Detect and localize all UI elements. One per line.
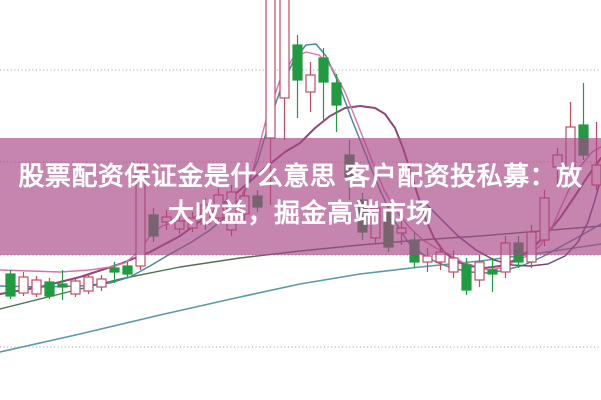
headline-line-1: 股票配资保证金是什么意思 客户配资投私募：放: [18, 161, 583, 191]
headline: 股票配资保证金是什么意思 客户配资投私募：放 大收益，掘金高端市场: [0, 158, 601, 232]
headline-overlay-band: [0, 138, 601, 255]
headline-line-2: 大收益，掘金高端市场: [167, 198, 433, 228]
ma-slow-teal: [0, 243, 601, 353]
